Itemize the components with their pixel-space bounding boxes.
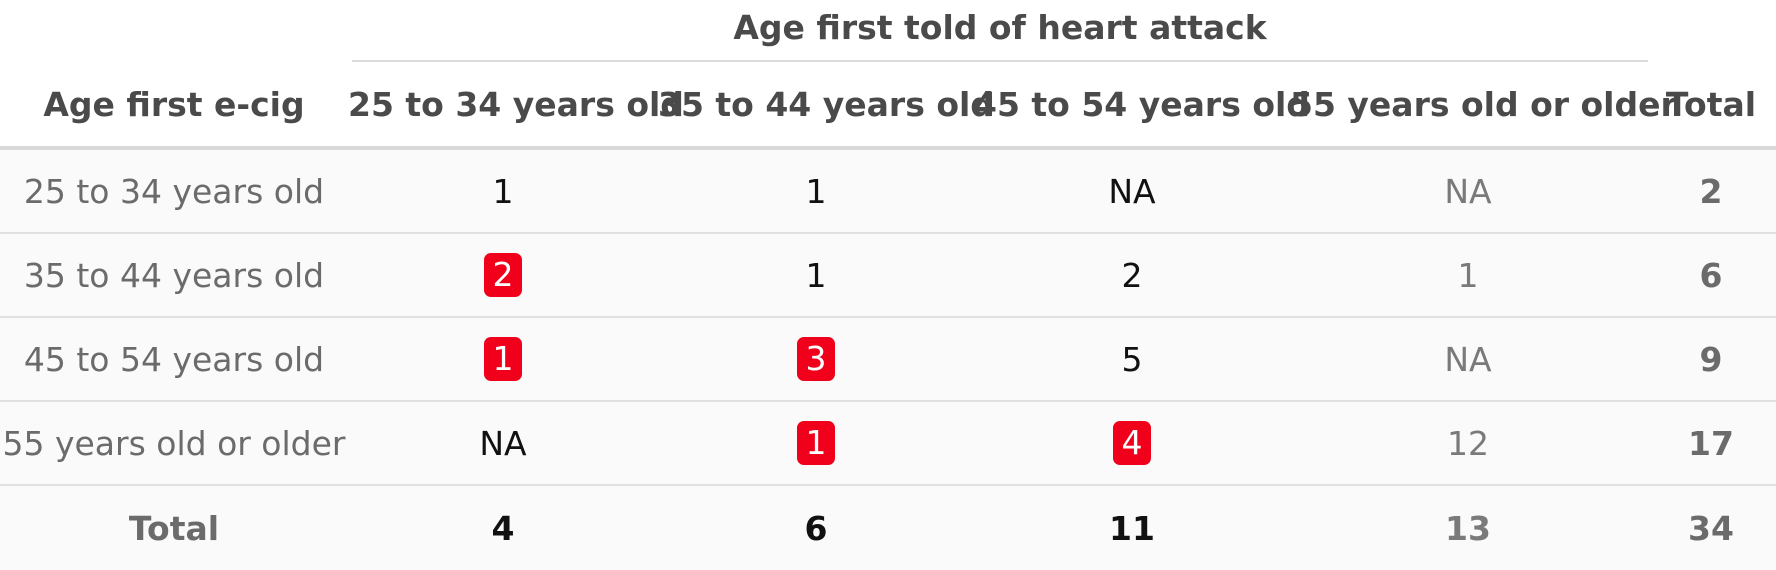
column-total-cell: 4 [348,485,658,570]
total-row-label: Total [128,508,220,548]
cell-value: NA [1444,171,1492,211]
table-cell: 5 [974,317,1290,402]
table-row: 55 years old or older NA 1 4 12 17 [0,401,1776,486]
row-label: 35 to 44 years old [0,233,348,318]
cell-value: 6 [1699,255,1723,295]
column-total-cell: 13 [1290,485,1646,570]
highlighted-cell-value: 2 [484,253,522,297]
cell-value: 6 [804,508,828,548]
table-cell: 2 [974,233,1290,318]
table-cell: 1 [658,233,974,318]
cell-value: 4 [491,508,515,548]
table-row: 45 to 54 years old 1 3 5 NA 9 [0,317,1776,402]
total-row: Total 4 6 11 13 34 [0,485,1776,570]
row-label: 55 years old or older [0,401,348,486]
column-header: 45 to 54 years old [974,62,1310,150]
row-total-cell: 6 [1646,233,1776,318]
cell-value: 1 [805,255,827,295]
cell-value: 17 [1688,423,1734,463]
row-total-cell: 2 [1646,148,1776,234]
cell-value: 5 [1121,339,1143,379]
row-total-cell: 17 [1646,401,1776,486]
header-row: Age first e-cig 25 to 34 years old 35 to… [0,62,1776,150]
cell-value: NA [1108,171,1156,211]
cell-value: 12 [1447,423,1489,463]
table-cell: 1 [348,317,658,402]
cell-value: 2 [1121,255,1143,295]
table-cell: NA [1290,148,1646,234]
grand-total-cell: 34 [1646,485,1776,570]
cell-value: NA [1444,339,1492,379]
cell-value: 34 [1688,508,1734,548]
row-label: 45 to 54 years old [0,317,348,402]
table-cell: NA [1290,317,1646,402]
cell-value: 9 [1699,339,1723,379]
table-row: 35 to 44 years old 2 1 2 1 6 [0,233,1776,318]
cell-value: 1 [1457,255,1479,295]
column-header: 55 years old or older [1290,62,1677,150]
table-cell: 4 [974,401,1290,486]
table-cell: 2 [348,233,658,318]
highlighted-cell-value: 3 [797,337,835,381]
table-cell: 12 [1290,401,1646,486]
column-header: 25 to 34 years old [348,62,684,150]
column-spanner-label: Age first told of heart attack [352,0,1648,62]
column-total-cell: 11 [974,485,1290,570]
row-total-cell: 9 [1646,317,1776,402]
cell-value: 1 [805,171,827,211]
table-cell: 1 [1290,233,1646,318]
cell-value: 13 [1445,508,1491,548]
highlighted-cell-value: 1 [797,421,835,465]
table-cell: 1 [658,401,974,486]
cell-value: NA [479,423,527,463]
table-cell: 1 [658,148,974,234]
table-cell: NA [974,148,1290,234]
stub-header: Age first e-cig [0,62,348,150]
crosstab-table: Age first e-cig 25 to 34 years old 35 to… [0,62,1776,570]
column-header-total: Total [1646,62,1776,150]
column-total-cell: 6 [658,485,974,570]
cell-value: 2 [1699,171,1723,211]
cell-value: 1 [492,171,514,211]
column-header: 35 to 44 years old [658,62,994,150]
table-cell: NA [348,401,658,486]
cell-value: 11 [1109,508,1155,548]
table-cell: 3 [658,317,974,402]
row-label: 25 to 34 years old [0,148,348,234]
table-cell: 1 [348,148,658,234]
highlighted-cell-value: 1 [484,337,522,381]
table-row: 25 to 34 years old 1 1 NA NA 2 [0,148,1776,234]
highlighted-cell-value: 4 [1113,421,1151,465]
